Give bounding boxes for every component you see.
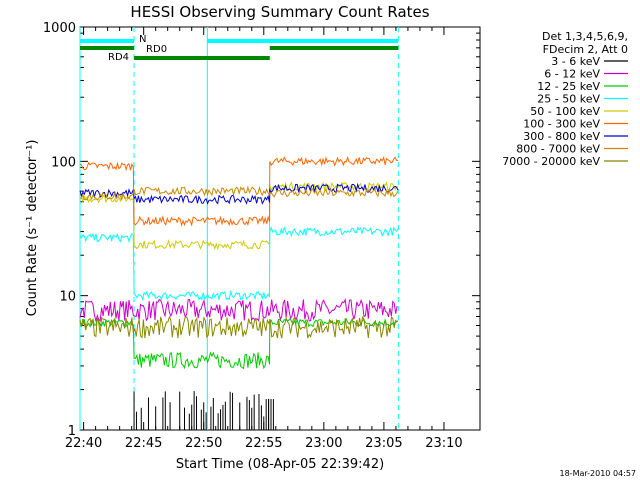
x-tick-label: 22:40 bbox=[65, 436, 102, 451]
series-line bbox=[79, 225, 399, 302]
status-bar-label: RD0 bbox=[146, 44, 167, 55]
legend-header: FDecim 2, Att 0 bbox=[543, 43, 628, 56]
y-tick-label: 10 bbox=[59, 290, 76, 305]
x-tick-label: 23:05 bbox=[365, 436, 402, 451]
series-line bbox=[79, 185, 399, 202]
y-axis-label: Count Rate (s⁻¹ detector⁻¹) bbox=[25, 140, 40, 317]
legend-entry-label: 3 - 6 keV bbox=[551, 55, 600, 68]
y-tick-label: 100 bbox=[51, 155, 76, 170]
status-bar-label: N bbox=[139, 34, 146, 45]
legend-entry-label: 300 - 800 keV bbox=[523, 130, 600, 143]
y-tick-label: 1000 bbox=[43, 21, 76, 36]
status-bar-label: RD4 bbox=[108, 52, 129, 63]
plot-axes: 22:40 22:45 22:50 22:55 23:00 23:05 23:10 1 10 10… bbox=[43, 21, 481, 451]
footer-timestamp: 18-Mar-2010 04:57 bbox=[560, 469, 637, 478]
y-tick-label: 1 bbox=[68, 424, 76, 439]
legend-entry-label: 6 - 12 keV bbox=[544, 68, 600, 81]
legend-entry-label: 50 - 100 keV bbox=[530, 105, 600, 118]
x-tick-label: 23:00 bbox=[305, 436, 342, 451]
x-tick-label: 22:55 bbox=[245, 436, 282, 451]
x-tick-label: 23:10 bbox=[425, 436, 462, 451]
series-line bbox=[79, 315, 398, 339]
x-axis-label: Start Time (08-Apr-05 22:39:42) bbox=[176, 457, 384, 472]
plot-frame bbox=[79, 26, 481, 431]
legend-header: Det 1,3,4,5,6,9, bbox=[542, 30, 628, 43]
chart-title: HESSI Observing Summary Count Rates bbox=[130, 3, 429, 21]
legend-entry-label: 800 - 7000 keV bbox=[516, 143, 600, 156]
series-line bbox=[79, 182, 399, 205]
x-tick-label: 22:45 bbox=[125, 436, 162, 451]
legend: Det 1,3,4,5,6,9,FDecim 2, Att 03 - 6 keV… bbox=[502, 30, 628, 168]
legend-entry-label: 7000 - 20000 keV bbox=[502, 155, 600, 168]
series-line bbox=[79, 297, 398, 323]
legend-entry-label: 25 - 50 keV bbox=[537, 93, 600, 106]
legend-entry-label: 100 - 300 keV bbox=[523, 118, 600, 131]
x-tick-label: 22:50 bbox=[185, 436, 222, 451]
legend-entry-label: 12 - 25 keV bbox=[537, 80, 600, 93]
series-line bbox=[79, 155, 399, 227]
